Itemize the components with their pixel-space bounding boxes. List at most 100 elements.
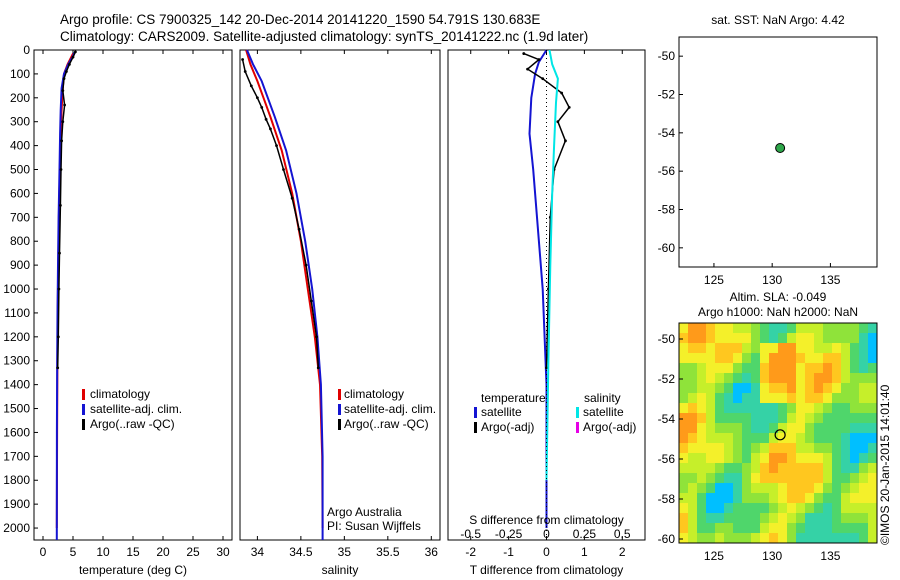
heatmap-cell: [742, 423, 752, 434]
heatmap-cell: [751, 363, 761, 374]
heatmap-cell: [868, 393, 878, 404]
heatmap-cell: [787, 533, 797, 544]
heatmap-cell: [832, 403, 842, 414]
top-tick-label: 0: [543, 527, 550, 541]
heatmap-cell: [823, 423, 833, 434]
heatmap-cell: [706, 413, 716, 424]
heatmap-cell: [841, 533, 851, 544]
heatmap-cell: [769, 353, 779, 364]
heatmap-cell: [769, 533, 779, 544]
heatmap-cell: [859, 453, 869, 464]
heatmap-cell: [850, 403, 860, 414]
heatmap-cell: [760, 413, 770, 424]
heatmap-cell: [814, 383, 824, 394]
heatmap-cell: [679, 503, 689, 514]
y-tick-label: 200: [10, 91, 30, 105]
top-tick-label: 0.25: [573, 527, 597, 541]
argo-point: [260, 105, 264, 109]
heatmap-cell: [805, 453, 815, 464]
heatmap-cell: [841, 443, 851, 454]
legend-label: satellite-adj. clim.: [90, 402, 182, 416]
heatmap-cell: [832, 423, 842, 434]
x-axis-label: temperature (deg C): [79, 563, 187, 577]
x-tick-label: 35.5: [376, 545, 400, 559]
heatmap-cell: [814, 493, 824, 504]
heatmap-cell: [706, 533, 716, 544]
heatmap-cell: [787, 423, 797, 434]
heatmap-cell: [787, 473, 797, 484]
heatmap-cell: [751, 413, 761, 424]
heatmap-cell: [733, 363, 743, 374]
heatmap-cell: [841, 503, 851, 514]
heatmap-cell: [805, 403, 815, 414]
x-tick-label: 130: [762, 273, 782, 287]
heatmap-cell: [859, 433, 869, 444]
legend-swatch: [338, 419, 341, 430]
heatmap-cell: [706, 443, 716, 454]
heatmap-cell: [823, 473, 833, 484]
heatmap-cell: [679, 343, 689, 354]
heatmap-cell: [823, 383, 833, 394]
heatmap-cell: [859, 343, 869, 354]
x-tick-label: 5: [70, 545, 77, 559]
heatmap-cell: [706, 393, 716, 404]
argo-point: [315, 335, 318, 339]
heatmap-cell: [823, 353, 833, 364]
heatmap-cell: [760, 393, 770, 404]
heatmap-cell: [742, 533, 752, 544]
argo-point: [62, 77, 66, 81]
argo-point: [545, 366, 548, 370]
y-tick-label: 500: [10, 163, 30, 177]
heatmap-cell: [778, 413, 788, 424]
heatmap-cell: [787, 413, 797, 424]
y-tick-label: 300: [10, 115, 30, 129]
heatmap-cell: [715, 383, 725, 394]
heatmap-cell: [769, 433, 779, 444]
heatmap-cell: [823, 483, 833, 494]
y-tick-label: -56: [658, 452, 676, 466]
heatmap-cell: [859, 423, 869, 434]
heatmap-cell: [706, 503, 716, 514]
legend-label: satellite: [481, 405, 522, 419]
heatmap-cell: [832, 323, 842, 334]
heatmap-cell: [778, 433, 788, 444]
argo-point: [537, 58, 541, 61]
heatmap-cell: [814, 423, 824, 434]
heatmap-cell: [850, 493, 860, 504]
heatmap-cell: [769, 493, 779, 504]
heatmap-cell: [823, 533, 833, 544]
x-tick-label: 34.5: [289, 545, 313, 559]
heatmap-cell: [850, 503, 860, 514]
heatmap-cell: [679, 433, 689, 444]
heatmap-cell: [751, 443, 761, 454]
argo-point: [65, 70, 68, 73]
x-tick-label: 135: [820, 549, 840, 563]
heatmap-cell: [679, 333, 689, 344]
heatmap-cell: [751, 503, 761, 514]
heatmap-cell: [814, 343, 824, 354]
heatmap-cell: [787, 373, 797, 384]
argo-point: [564, 139, 567, 143]
heatmap-cell: [679, 323, 689, 334]
heatmap-cell: [796, 433, 806, 444]
argo-point: [71, 55, 75, 59]
legend-swatch: [576, 407, 579, 418]
heatmap-cell: [841, 323, 851, 334]
heatmap-cell: [742, 523, 752, 534]
heatmap-cell: [859, 363, 869, 374]
argo-point: [249, 84, 253, 88]
heatmap-cell: [841, 333, 851, 344]
heatmap-cell: [805, 503, 815, 514]
x-tick-label: 34: [251, 545, 265, 559]
x-tick-label: 0: [40, 545, 47, 559]
heatmap-cell: [769, 503, 779, 514]
y-tick-label: 400: [10, 139, 30, 153]
heatmap-cell: [715, 373, 725, 384]
heatmap-cell: [742, 403, 752, 414]
heatmap-cell: [841, 463, 851, 474]
heatmap-cell: [706, 333, 716, 344]
heatmap-cell: [760, 443, 770, 454]
heatmap-cell: [778, 363, 788, 374]
heatmap-cell: [715, 503, 725, 514]
heatmap-cell: [832, 453, 842, 464]
